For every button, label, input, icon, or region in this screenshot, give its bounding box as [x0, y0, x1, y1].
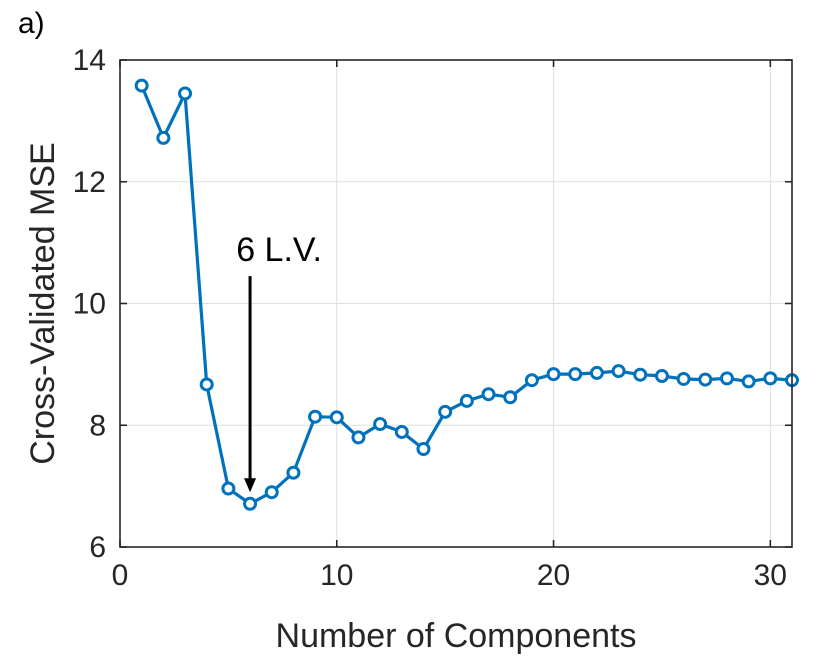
data-point [243, 496, 258, 511]
ticks: 0 10 20 30 6 8 10 12 14 [73, 44, 792, 592]
annotation: 6 L.V. [236, 231, 322, 493]
data-point [134, 78, 149, 93]
data-point [741, 374, 756, 389]
data-point [654, 368, 669, 383]
x-axis-label: Number of Components [276, 617, 637, 655]
data-point [698, 372, 713, 387]
plot-area [134, 78, 799, 511]
data-point [394, 424, 409, 439]
y-tick-label: 14 [73, 44, 106, 77]
data-point [589, 365, 604, 380]
data-point [264, 485, 279, 500]
y-axis-label: Cross-Validated MSE [24, 142, 62, 465]
y-tick-label: 10 [73, 288, 106, 321]
annotation-label: 6 L.V. [236, 231, 322, 269]
data-point [438, 404, 453, 419]
x-tick-label: 30 [754, 559, 787, 592]
data-point [178, 86, 193, 101]
y-tick-label: 6 [89, 531, 106, 564]
y-tick-label: 12 [73, 166, 106, 199]
y-tick-label: 8 [89, 409, 106, 442]
data-point [633, 367, 648, 382]
x-tick-label: 10 [320, 559, 353, 592]
x-tick-label: 0 [112, 559, 129, 592]
data-point [481, 387, 496, 402]
x-tick-label: 20 [537, 559, 570, 592]
data-point [719, 371, 734, 386]
data-point [676, 371, 691, 386]
annotation-arrow-head [244, 478, 257, 493]
data-point [221, 481, 236, 496]
data-point [199, 377, 214, 392]
data-point [308, 409, 323, 424]
grid [120, 60, 792, 547]
series-line [140, 84, 793, 506]
data-point [286, 465, 301, 480]
data-point [459, 393, 474, 408]
data-point [373, 417, 388, 432]
data-point [763, 371, 778, 386]
data-point [611, 364, 626, 379]
data-point [329, 410, 344, 425]
data-point [546, 367, 561, 382]
data-point [351, 430, 366, 445]
data-point [568, 367, 583, 382]
data-point [503, 390, 518, 405]
data-point [524, 373, 539, 388]
data-point [156, 130, 171, 145]
data-point [416, 441, 431, 456]
panel-label: a) [18, 7, 45, 40]
